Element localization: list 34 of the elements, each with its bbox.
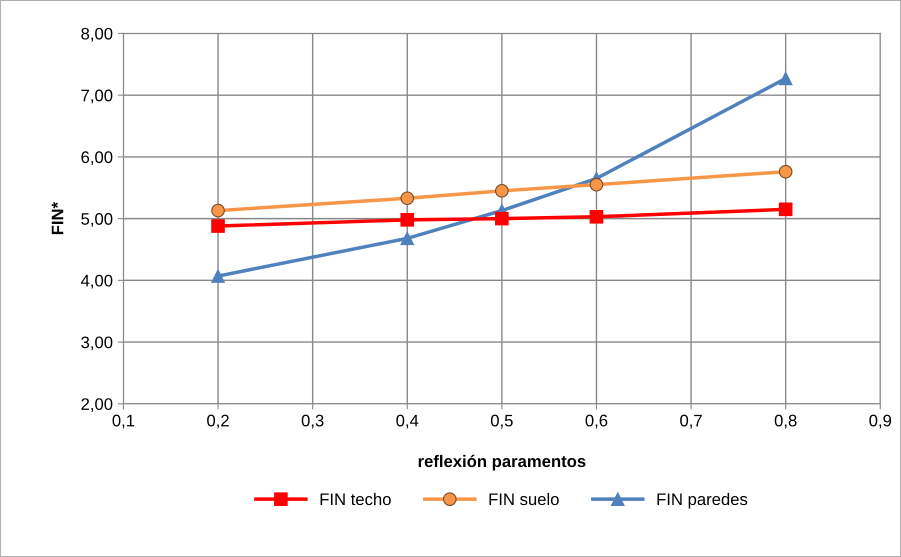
y-tick-label: 3,00 xyxy=(81,336,112,350)
x-tick-label: 0,7 xyxy=(680,414,702,428)
point xyxy=(778,72,792,86)
point xyxy=(400,213,414,227)
x-tick-label: 0,5 xyxy=(490,414,513,428)
point xyxy=(211,219,225,233)
y-tick-label: 5,00 xyxy=(81,213,112,227)
point xyxy=(778,202,792,216)
x-axis-title: reflexión paramentos xyxy=(418,454,586,470)
point xyxy=(778,164,792,179)
y-tick-label: 8,00 xyxy=(81,28,112,42)
point xyxy=(400,191,414,206)
point xyxy=(211,269,225,283)
x-tick-label: 0,3 xyxy=(302,414,324,428)
y-tick-label: 7,00 xyxy=(81,90,112,104)
legend-label: FIN suelo xyxy=(490,492,559,506)
x-tick-label: 0,1 xyxy=(112,414,134,428)
x-tick-label: 0,6 xyxy=(586,414,608,428)
x-tick-label: 0,4 xyxy=(396,414,418,428)
legend-label: FIN paredes xyxy=(657,492,748,508)
y-axis-title: FIN* xyxy=(52,202,64,234)
y-tick-label: 4,00 xyxy=(80,274,112,289)
point xyxy=(495,184,509,198)
point xyxy=(211,204,225,218)
point xyxy=(495,212,509,226)
point xyxy=(400,232,414,246)
point xyxy=(590,178,604,192)
x-tick-label: 0,9 xyxy=(869,414,892,428)
y-tick-label: 6,00 xyxy=(81,151,112,166)
y-tick-label: 2,00 xyxy=(81,398,112,412)
legend-label: FIN techo xyxy=(320,492,391,506)
x-tick-label: 0,2 xyxy=(207,414,229,428)
x-tick-label: 0,8 xyxy=(774,414,797,428)
point xyxy=(590,210,604,224)
